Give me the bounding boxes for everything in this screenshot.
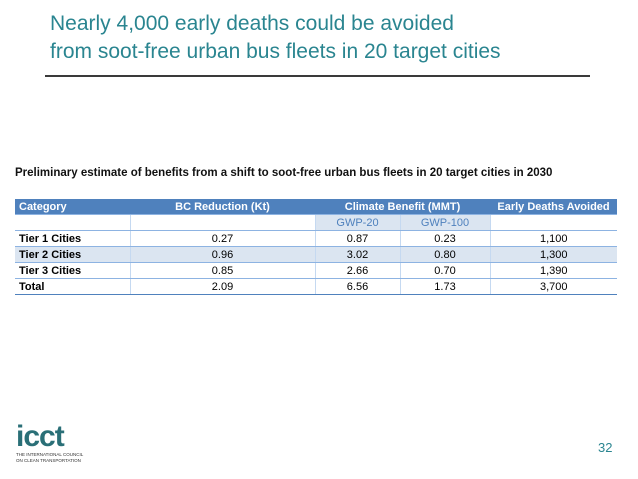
- empty-cell: [489, 214, 617, 231]
- header-cell: BC Reduction (Kt): [130, 199, 315, 215]
- table-caption: Preliminary estimate of benefits from a …: [15, 167, 553, 179]
- cell: 1,390: [489, 262, 617, 279]
- cell: 0.80: [399, 246, 490, 263]
- cell: 1,100: [489, 230, 617, 247]
- table-body: Tier 1 Cities 0.27 0.87 0.23 1,100 Tier 2 Cit…: [15, 230, 617, 295]
- title-rule: [45, 75, 590, 77]
- cell: 2.09: [129, 278, 315, 295]
- cell: 0.85: [129, 262, 315, 279]
- cell: 0.70: [399, 262, 490, 279]
- row-label: Tier 2 Cities: [15, 246, 130, 263]
- cell: 1,300: [489, 246, 617, 263]
- cell: 0.27: [129, 230, 315, 247]
- cell: 2.66: [314, 262, 400, 279]
- table-row: Tier 2 Cities 0.96 3.02 0.80 1,300: [15, 246, 617, 263]
- header-cell: Early Deaths Avoided: [490, 199, 617, 215]
- header-row: Category BC Reduction (Kt) Climate Benef…: [15, 199, 617, 215]
- header-cell: Climate Benefit (MMT): [315, 199, 490, 215]
- row-label: Tier 1 Cities: [15, 230, 130, 247]
- logo: icct: [16, 420, 65, 453]
- subheader-row: GWP-20 GWP-100: [15, 214, 617, 231]
- table-row: Tier 1 Cities 0.27 0.87 0.23 1,100: [15, 230, 617, 247]
- cell: 3,700: [489, 278, 617, 295]
- title-line: from soot-free urban bus fleets in 20 ta…: [50, 40, 501, 63]
- cell: 0.87: [314, 230, 400, 247]
- row-label: Total: [15, 278, 130, 295]
- page-number: 32: [598, 440, 613, 455]
- header-cell: Category: [15, 199, 130, 215]
- table-row: Tier 3 Cities 0.85 2.66 0.70 1,390: [15, 262, 617, 279]
- title-line: Nearly 4,000 early deaths could be avoid…: [50, 12, 454, 35]
- cell: 1.73: [399, 278, 490, 295]
- subheader-cell: GWP-100: [399, 214, 490, 231]
- table: Category BC Reduction (Kt) Climate Benef…: [15, 199, 617, 295]
- empty-cell: [129, 214, 315, 231]
- table-row: Total 2.09 6.56 1.73 3,700: [15, 278, 617, 295]
- cell: 6.56: [314, 278, 400, 295]
- cell: 3.02: [314, 246, 400, 263]
- subheader-cell: GWP-20: [314, 214, 400, 231]
- row-label: Tier 3 Cities: [15, 262, 130, 279]
- cell: 0.96: [129, 246, 315, 263]
- cell: 0.23: [399, 230, 490, 247]
- logo-tagline: THE INTERNATIONAL COUNCIL ON CLEAN TRANS…: [16, 452, 84, 463]
- empty-cell: [15, 214, 130, 231]
